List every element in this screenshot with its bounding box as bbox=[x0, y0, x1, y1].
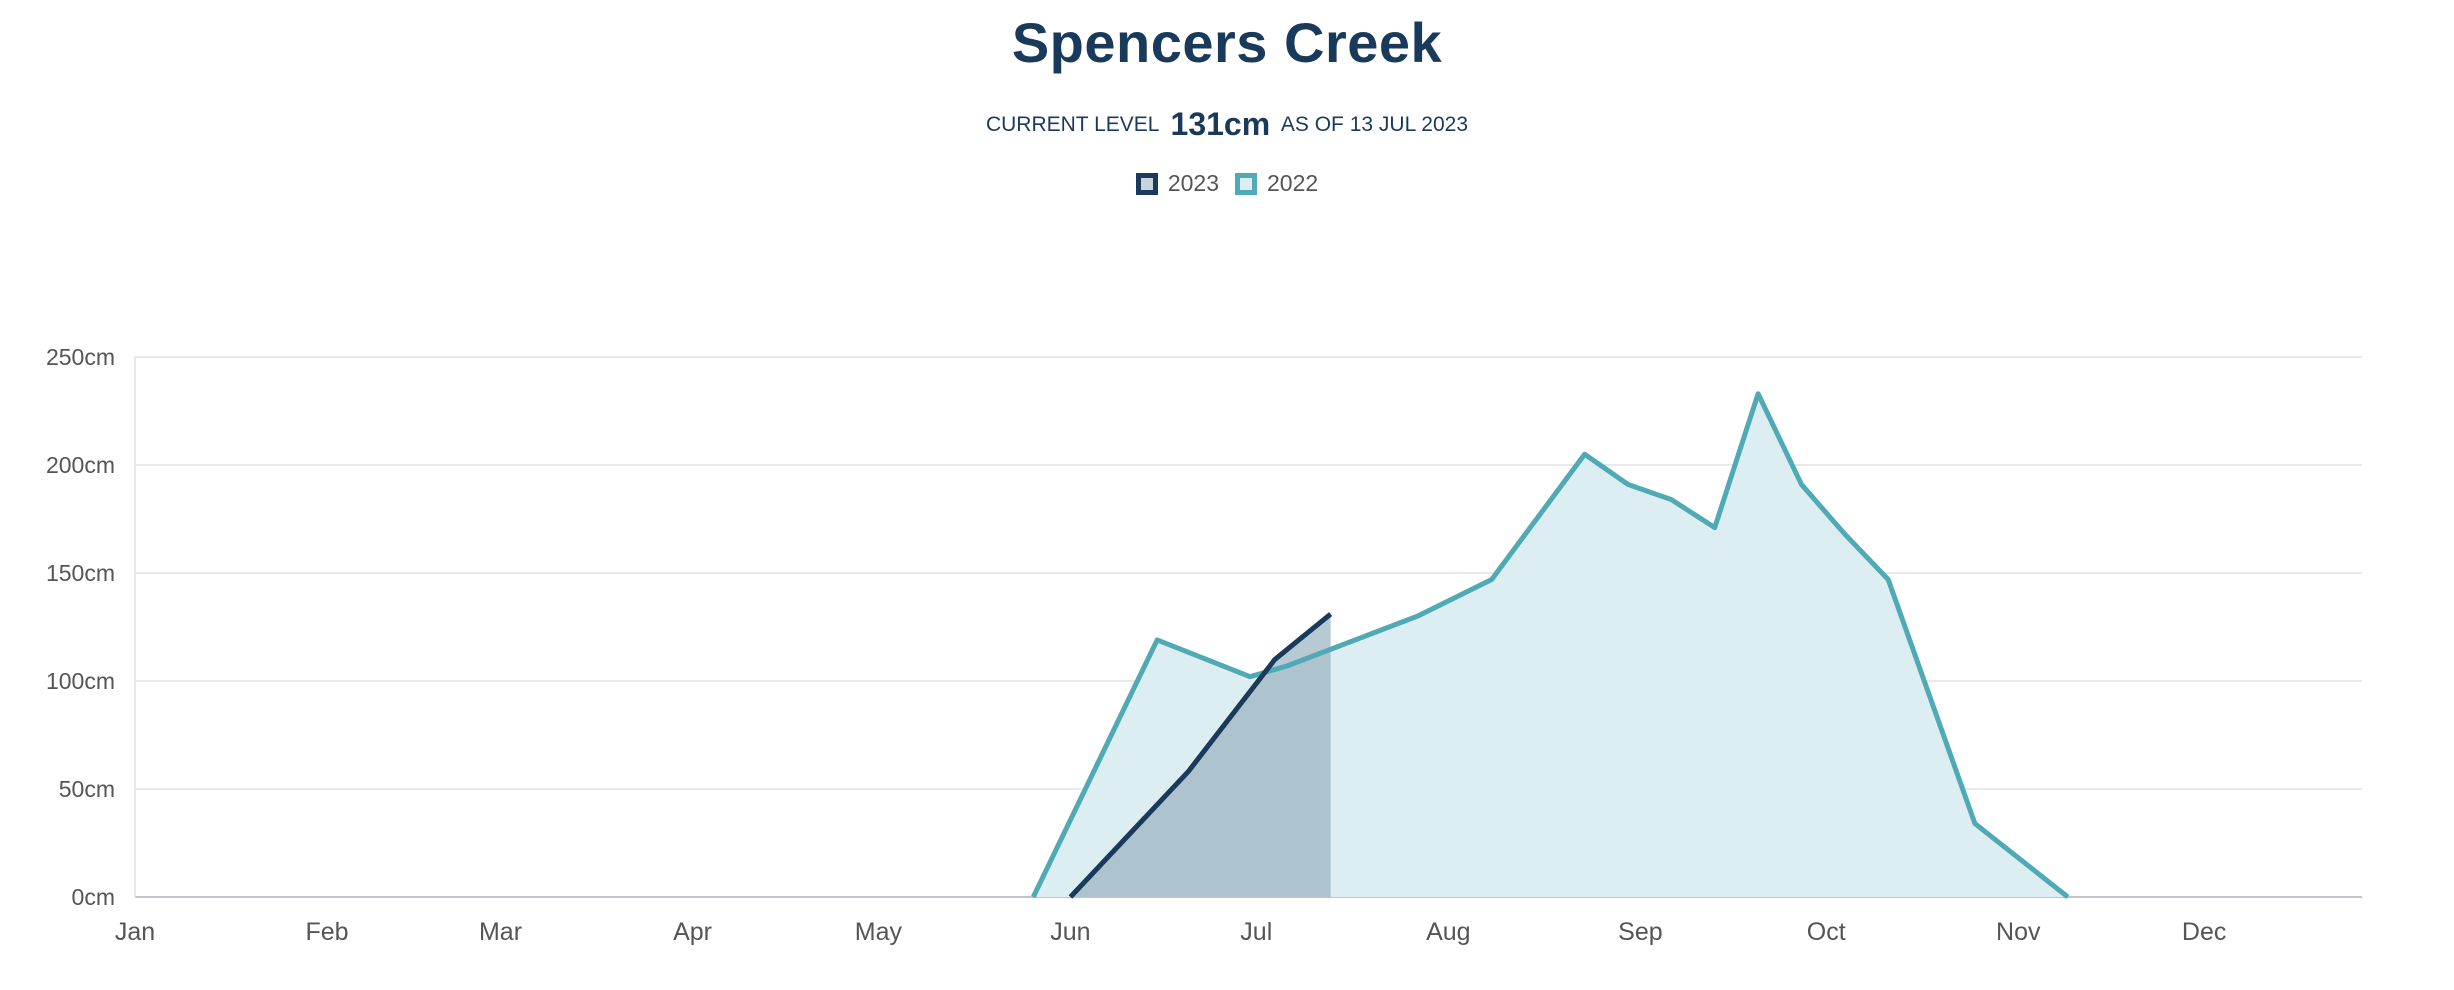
data-point-2022[interactable] bbox=[1577, 446, 1593, 462]
x-tick-label: Apr bbox=[673, 918, 712, 946]
x-tick-label: Jun bbox=[1050, 918, 1090, 946]
legend-item-2023[interactable]: 2023 bbox=[1135, 170, 1219, 197]
chart-legend: 2023 2022 bbox=[0, 170, 2454, 197]
y-tick-label: 250cm bbox=[46, 344, 115, 370]
x-tick-label: May bbox=[855, 918, 903, 946]
data-point-2022[interactable] bbox=[1707, 520, 1723, 536]
current-level-date: AS OF 13 JUL 2023 bbox=[1280, 113, 1469, 136]
data-point-2022[interactable] bbox=[1409, 608, 1425, 624]
y-tick-label: 100cm bbox=[46, 668, 115, 694]
chart-axes: 0cm 50cm 100cm 150cm 200cm 250cm Jan Feb Mar Apr M… bbox=[46, 344, 2226, 946]
area-series-2023 bbox=[1070, 614, 1331, 897]
legend-swatch-2022 bbox=[1235, 172, 1257, 195]
legend-label-2023: 2023 bbox=[1167, 170, 1219, 196]
data-point-2023[interactable] bbox=[1180, 764, 1196, 780]
x-tick-label: Oct bbox=[1807, 918, 1846, 946]
data-point-2023[interactable] bbox=[1323, 606, 1339, 622]
x-tick-label: Nov bbox=[1996, 918, 2041, 946]
chart-lines bbox=[1025, 386, 2076, 905]
chart-areas bbox=[1033, 393, 2068, 897]
y-tick-label: 50cm bbox=[59, 776, 115, 802]
x-tick-label: Jul bbox=[1240, 918, 1272, 946]
y-tick-label: 0cm bbox=[72, 884, 115, 910]
data-point-2022[interactable] bbox=[1837, 526, 1853, 542]
legend-label-2022: 2022 bbox=[1267, 170, 1319, 196]
data-point-2022[interactable] bbox=[1880, 571, 1896, 587]
x-tick-label: Dec bbox=[2182, 918, 2226, 946]
data-point-2022[interactable] bbox=[1620, 476, 1636, 492]
x-tick-label: Sep bbox=[1618, 918, 1662, 946]
current-level-value: 131cm bbox=[1170, 106, 1271, 142]
data-point-2022[interactable] bbox=[1793, 476, 1809, 492]
y-tick-label: 200cm bbox=[46, 452, 115, 478]
data-point-2022[interactable] bbox=[2060, 889, 2076, 905]
line-series-2023 bbox=[1068, 612, 1333, 899]
data-point-2022[interactable] bbox=[1025, 889, 1041, 905]
current-level-label: CURRENT LEVEL bbox=[985, 113, 1159, 136]
chart-title: Spencers Creek bbox=[1011, 11, 1443, 74]
x-tick-label: Mar bbox=[479, 918, 522, 946]
data-point-2022[interactable] bbox=[1149, 632, 1165, 648]
x-tick-label: Jan bbox=[115, 918, 155, 946]
data-point-2023[interactable] bbox=[1267, 651, 1283, 667]
data-point-2022[interactable] bbox=[1967, 816, 1983, 832]
data-point-2022[interactable] bbox=[1750, 386, 1766, 402]
legend-item-2022[interactable]: 2022 bbox=[1235, 170, 1318, 197]
legend-swatch-2023 bbox=[1135, 172, 1158, 195]
x-tick-label: Feb bbox=[305, 918, 348, 946]
current-level-readout: CURRENT LEVEL 131cm AS OF 13 JUL 2023 bbox=[0, 106, 2454, 143]
data-point-2022[interactable] bbox=[1484, 571, 1500, 587]
x-tick-label: Aug bbox=[1426, 918, 1470, 946]
data-point-2023[interactable] bbox=[1062, 889, 1078, 905]
y-tick-label: 150cm bbox=[46, 560, 115, 586]
data-point-2022[interactable] bbox=[1663, 492, 1679, 508]
